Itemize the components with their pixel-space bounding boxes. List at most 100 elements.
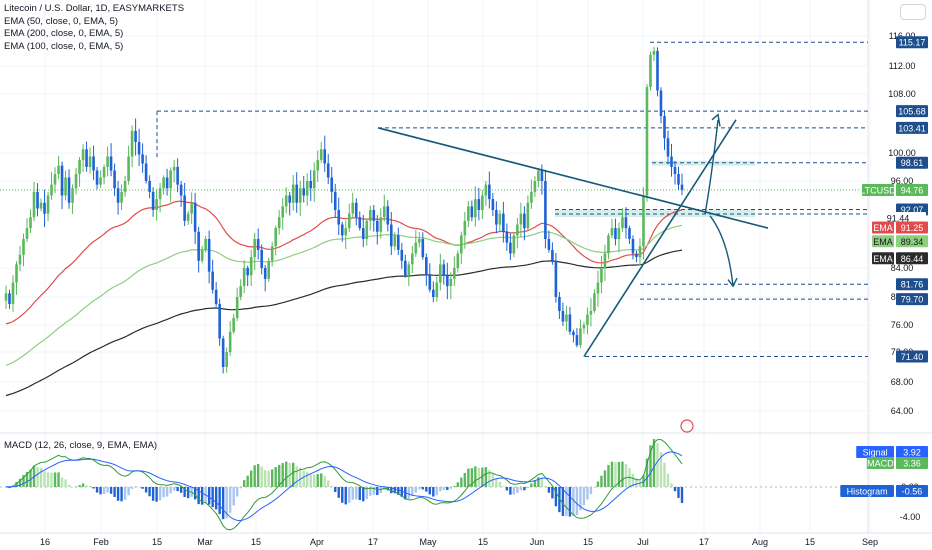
candle-99 (351, 202, 355, 214)
price-label-name-1: EMA (873, 223, 893, 233)
candle-51 (183, 195, 186, 221)
candle-177 (624, 217, 628, 229)
level-tag-8-box (896, 350, 928, 363)
macd-hist-68 (242, 480, 246, 487)
candle-93 (330, 177, 334, 192)
macd-hist-51 (183, 487, 186, 497)
macd-hist-10 (39, 467, 43, 487)
candle-78 (277, 217, 281, 229)
candle-75 (267, 260, 270, 279)
macd-hist-174 (614, 462, 617, 487)
candle-100 (354, 202, 358, 218)
candle-157 (554, 260, 558, 297)
candle-182 (642, 195, 645, 247)
candle-34 (123, 181, 127, 192)
macd-hist-101 (358, 487, 361, 501)
price-label-name-3-box (872, 252, 894, 265)
macd-hist-142 (502, 486, 505, 487)
ema-50-line (5, 200, 683, 325)
level-tag-6: 81.76 (901, 280, 924, 290)
macd-hist-152 (537, 477, 540, 487)
candle-17 (64, 177, 67, 196)
macd-hist-83 (295, 466, 298, 487)
candle-0 (4, 293, 8, 301)
macd-hist-15 (57, 472, 60, 487)
candle-136 (481, 195, 484, 210)
candle-64 (228, 331, 232, 352)
macd-legend[interactable]: MACD (12, 26, close, 9, EMA, EMA) (4, 440, 158, 451)
candle-2 (11, 282, 15, 304)
candle-170 (600, 268, 603, 283)
candle-111 (393, 235, 397, 247)
macd-hist-165 (582, 487, 586, 506)
macd-hist-135 (477, 467, 481, 487)
macd-hist-169 (596, 481, 600, 487)
macd-hist-150 (530, 483, 533, 487)
symbol-title[interactable]: Litecoin / U.S. Dollar, 1D, EASYMARKETS (4, 3, 185, 14)
candle-1 (8, 293, 11, 304)
macd-hist-119 (421, 487, 425, 490)
candle-183 (645, 87, 649, 196)
signal-line (5, 451, 683, 522)
candle-87 (309, 181, 313, 189)
macd-hist-131 (463, 472, 467, 487)
macd-hist-140 (495, 479, 498, 487)
level-tag-0-box (896, 36, 928, 49)
macd-hist-125 (442, 487, 446, 490)
macd-hist-24 (88, 485, 92, 487)
ema-200-legend[interactable]: EMA (200, close, 0, EMA, 5) (4, 28, 124, 39)
candle-83 (295, 184, 299, 203)
macd-hist-52 (186, 487, 190, 499)
macd-hist-94 (334, 487, 337, 492)
macd-hist-111 (393, 487, 396, 494)
candle-168 (593, 293, 596, 311)
candle-24 (88, 156, 92, 167)
candle-189 (666, 138, 670, 157)
candle-121 (428, 275, 432, 290)
macd-label-value-0: 3.92 (903, 448, 921, 458)
price-label-name-0-box (862, 183, 894, 196)
ema-lines (5, 200, 683, 397)
candle-118 (418, 239, 421, 243)
candle-70 (249, 257, 253, 276)
price-tick-1: 112.00 (889, 61, 916, 71)
macd-label-name-0-box (856, 446, 894, 458)
macd-hist-12 (46, 472, 50, 487)
macd-hist-137 (484, 467, 488, 487)
level-tag-0: 115.17 (899, 38, 926, 48)
macd-hist-17 (64, 479, 67, 487)
candle-37 (134, 130, 137, 142)
candle-138 (488, 184, 491, 200)
candle-53 (190, 202, 193, 214)
candle-54 (193, 202, 197, 232)
candle-165 (582, 325, 586, 329)
candle-40 (144, 163, 148, 181)
candle-49 (176, 167, 179, 185)
candle-160 (565, 314, 568, 322)
candle-188 (663, 116, 666, 139)
chart-legend: Litecoin / U.S. Dollar, 1D, EASYMARKETS … (4, 3, 184, 53)
macd-hist-88 (313, 474, 316, 487)
macd-hist-172 (607, 465, 610, 487)
candle-180 (635, 253, 638, 258)
chart-menu-button[interactable] (900, 4, 926, 20)
macd-pane (0, 439, 868, 531)
candle-159 (561, 311, 565, 322)
candle-20 (74, 174, 78, 189)
macd-hist-151 (533, 480, 537, 487)
macd-hist-134 (474, 466, 477, 487)
price-label-name-2-box (872, 235, 894, 248)
price-label-name-3: EMA (873, 254, 893, 264)
level-tag-2-box (896, 121, 928, 134)
macd-hist-121 (428, 487, 432, 495)
ema-100-legend[interactable]: EMA (100, close, 0, EMA, 5) (4, 40, 124, 52)
macd-hist-79 (281, 463, 284, 487)
macd-hist-35 (127, 487, 130, 496)
candle-113 (400, 249, 404, 261)
macd-hist-114 (404, 487, 407, 500)
ema-50-legend[interactable]: EMA (50, close, 0, EMA, 5) (4, 15, 119, 27)
macd-hist-154 (544, 485, 547, 487)
candle-31 (113, 170, 116, 189)
macd-hist-34 (123, 487, 127, 500)
